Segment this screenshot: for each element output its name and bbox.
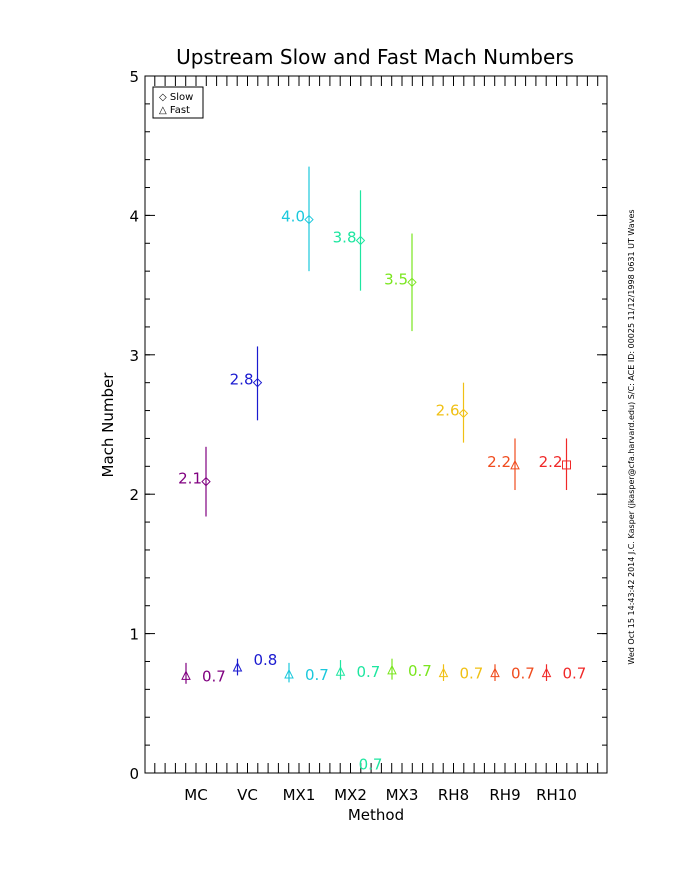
slow-value-label: 4.0 [281,208,305,226]
x-tick-label: MC [184,786,207,804]
legend-box [152,86,204,119]
fast-value-label: 0.7 [511,665,535,683]
y-tick-label: 0 [129,765,139,783]
plot-frame [144,75,608,774]
triangle-marker [335,666,346,676]
diamond-marker [407,277,417,288]
x-tick-label: MX2 [334,786,367,804]
chart-title: Upstream Slow and Fast Mach Numbers [176,45,574,69]
y-tick-label: 4 [129,207,139,225]
triangle-marker [510,459,520,470]
triangle-marker [438,667,449,678]
x-tick-label: RH10 [536,786,577,804]
triangle-marker [387,664,397,675]
triangle-marker [284,668,294,679]
slow-value-label: 2.8 [230,371,254,389]
diamond-marker [201,476,211,487]
legend: ◇ Slow △ Fast [152,86,204,119]
slow-value-label: 2.6 [436,401,460,419]
x-tick-label: VC [237,786,258,804]
slow-value-label: 2.2 [539,453,563,471]
fast-value-label: 0.8 [254,651,278,669]
side-note: Wed Oct 15 14:43:42 2014 J.C. Kasper (jk… [627,209,636,664]
slow-value-label: 2.2 [487,453,511,471]
slow-value-label: 2.1 [178,470,202,488]
x-tick-label: MX3 [386,786,419,804]
diamond-marker [355,235,366,246]
slow-value-label: 3.5 [384,270,408,288]
diamond-marker [458,408,469,419]
axes: 0 1 2 3 4 5 MC VC MX1 MX2 MX3 RH8 RH9 RH10 [129,68,607,804]
y-axis-label: Mach Number [99,372,117,478]
triangle-marker [541,667,552,678]
fast-value-label: 0.7 [357,663,381,681]
fast-value-label: 0.7 [202,667,226,685]
legend-entry-fast: △ Fast [159,105,190,116]
fast-value-label: 0.7 [460,665,484,683]
y-tick-label: 5 [129,68,139,86]
square-marker [562,460,571,470]
slow-value-label: 3.8 [333,228,357,246]
x-tick-label: MX1 [283,786,316,804]
fast-value-label: 0.7 [563,665,587,683]
triangle-marker [232,661,243,672]
diamond-marker [304,214,314,225]
stray-value-label: 0.7 [359,755,383,773]
x-tick-label: RH9 [489,786,520,804]
x-axis-label: Method [348,806,404,824]
triangle-marker [181,670,191,680]
diamond-marker [252,377,263,388]
legend-entry-slow: ◇ Slow [159,92,193,103]
fast-value-label: 0.7 [408,662,432,680]
y-tick-label: 2 [129,486,139,504]
y-tick-label: 3 [129,347,139,365]
fast-value-label: 0.7 [305,666,329,684]
x-tick-label: RH8 [438,786,469,804]
triangle-marker [490,667,500,678]
data-marks: 2.1 2.8 4.0 3.8 3.5 2.6 2.2 2.2 0.7 0.8 0.7 0.7 0.7 0… [178,166,587,773]
y-tick-label: 1 [129,626,139,644]
